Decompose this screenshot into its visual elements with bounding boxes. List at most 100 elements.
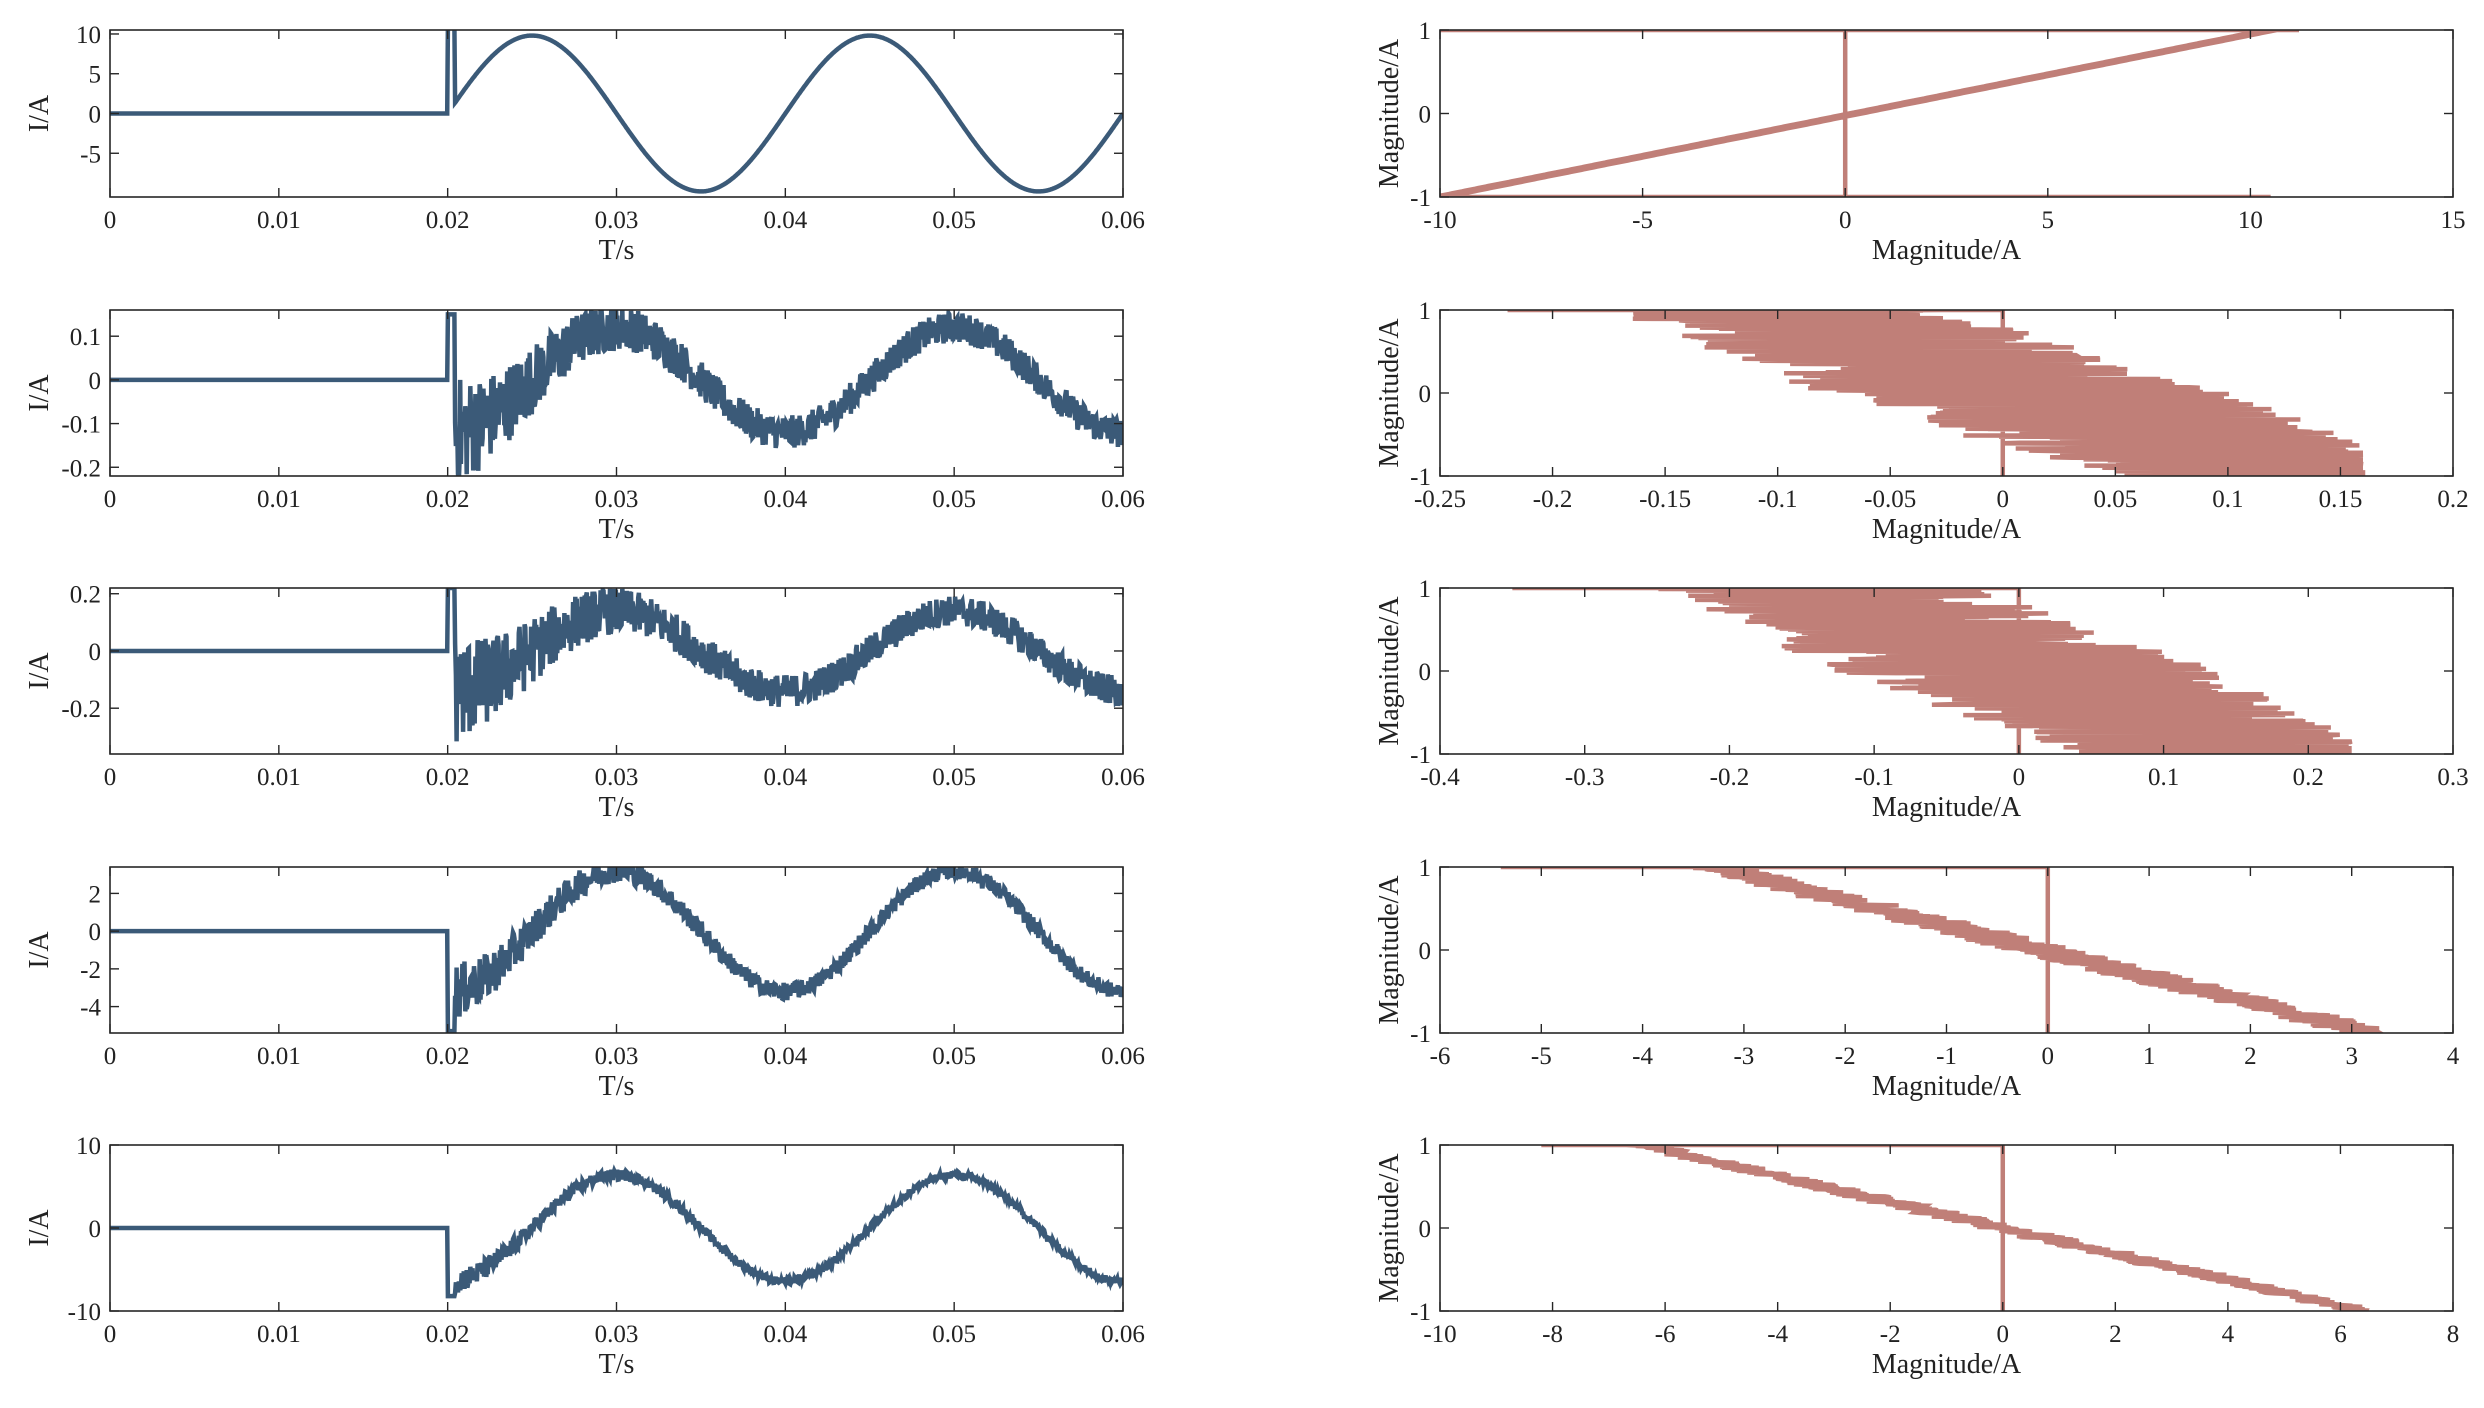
x-tick-label: -10: [1423, 1321, 1456, 1348]
axes-frame: [1439, 866, 2454, 1034]
x-tick-label: 0.01: [257, 1043, 301, 1070]
x-tick-label: -5: [1531, 1043, 1552, 1070]
phase-trace: [1507, 310, 2366, 476]
x-axis-label: Magnitude/A: [1872, 1071, 2022, 1102]
x-tick-label: -10: [1423, 207, 1456, 234]
y-tick-label: 0: [1419, 381, 1432, 408]
y-tick-label: 0: [1419, 102, 1432, 129]
y-tick-label: -1: [1410, 742, 1431, 769]
y-axis-label: Magnitude/A: [1374, 38, 1405, 188]
x-tick-label: 4: [2447, 1043, 2460, 1070]
x-tick-label: 0.05: [932, 486, 976, 513]
x-tick-label: -4: [1767, 1321, 1788, 1348]
phase-trace: [1541, 1145, 2370, 1311]
y-tick-label: 0: [1419, 938, 1432, 965]
x-tick-label: 1: [2143, 1043, 2156, 1070]
x-tick-label: 0.02: [426, 207, 470, 234]
chart-panel-4: -0.25 -0.2 -0.15 -0.1 -0.05 0 0.05 0.1 0.15 0.2 1 0…: [1374, 298, 2469, 545]
x-axis-label: Magnitude/A: [1872, 792, 2022, 823]
y-tick-label: -4: [80, 995, 101, 1022]
x-tick-label: 2: [2109, 1321, 2122, 1348]
x-tick-label: 0.1: [2148, 764, 2179, 791]
y-tick-label: 2: [89, 881, 102, 908]
y-tick-label: -0.2: [61, 455, 101, 482]
y-axis-label: I/A: [24, 931, 55, 969]
x-tick-label: 0.01: [257, 764, 301, 791]
y-tick-label: -1: [1410, 1021, 1431, 1048]
x-tick-label: 0.06: [1101, 764, 1145, 791]
x-tick-label: 0.06: [1101, 486, 1145, 513]
x-tick-label: -2: [1880, 1321, 1901, 1348]
x-tick-label: 0.02: [426, 764, 470, 791]
x-axis-label: T/s: [599, 792, 635, 823]
x-tick-label: 0.06: [1101, 207, 1145, 234]
y-tick-label: 0: [1419, 659, 1432, 686]
x-tick-label: 6: [2334, 1321, 2347, 1348]
x-tick-label: 0.02: [426, 1043, 470, 1070]
x-tick-label: 0.03: [595, 1321, 639, 1348]
x-tick-label: -0.2: [1533, 486, 1573, 513]
x-tick-label: 0: [104, 486, 117, 513]
x-tick-label: 0.05: [932, 764, 976, 791]
x-tick-label: 0: [2042, 1043, 2055, 1070]
phase-trace: [1440, 30, 2300, 197]
chart-panel-6: -0.4 -0.3 -0.2 -0.1 0 0.1 0.2 0.310-1Magnitude/…: [1374, 576, 2469, 823]
y-tick-label: 0: [89, 639, 102, 666]
x-tick-label: 0.02: [426, 486, 470, 513]
y-tick-label: 5: [89, 62, 102, 89]
x-tick-label: -0.1: [1758, 486, 1798, 513]
y-tick-label: 0: [89, 368, 102, 395]
x-tick-label: 0.02: [426, 1321, 470, 1348]
current-trace: [110, 310, 1123, 476]
x-tick-label: -4: [1632, 1043, 1653, 1070]
x-tick-label: 0: [1839, 207, 1852, 234]
y-axis-label: Magnitude/A: [1374, 318, 1405, 468]
chart-panel-8: -6 -5 -4 -3 -2 -1 0 1 2 3 410-1Magnitude/AMagnitud…: [1374, 855, 2460, 1102]
y-tick-label: -10: [68, 1299, 101, 1326]
y-tick-label: 0: [1419, 1216, 1432, 1243]
x-tick-label: -2: [1835, 1043, 1856, 1070]
x-tick-label: 0: [104, 1321, 117, 1348]
x-tick-label: 0.03: [595, 486, 639, 513]
x-tick-label: -0.4: [1420, 764, 1460, 791]
x-tick-label: 0.04: [763, 486, 807, 513]
x-tick-label: 0.3: [2437, 764, 2468, 791]
y-tick-label: -1: [1410, 1299, 1431, 1326]
x-tick-label: 2: [2244, 1043, 2257, 1070]
x-tick-label: 0.04: [763, 207, 807, 234]
y-axis-label: Magnitude/A: [1374, 875, 1405, 1025]
y-tick-label: 1: [1419, 1133, 1432, 1160]
x-tick-label: 0.05: [932, 207, 976, 234]
current-trace: [110, 588, 1123, 742]
chart-panel-10: -10 -8 -6 -4 -2 0 2 4 6 810-1Magnitude/AMagnitude…: [1374, 1133, 2459, 1380]
x-axis-label: Magnitude/A: [1872, 1349, 2022, 1380]
x-tick-label: 0.04: [763, 1043, 807, 1070]
x-tick-label: -6: [1655, 1321, 1676, 1348]
y-tick-label: -5: [80, 141, 101, 168]
y-tick-label: -2: [80, 957, 101, 984]
x-axis-label: T/s: [599, 235, 635, 266]
x-tick-label: 0.2: [2437, 486, 2468, 513]
x-tick-label: -5: [1632, 207, 1653, 234]
x-tick-label: 8: [2447, 1321, 2460, 1348]
y-tick-label: 10: [76, 22, 101, 49]
x-tick-label: 0: [2013, 764, 2026, 791]
x-tick-label: 0: [104, 1043, 117, 1070]
x-tick-label: -1: [1936, 1043, 1957, 1070]
x-axis-label: Magnitude/A: [1872, 235, 2022, 266]
x-tick-label: -0.3: [1565, 764, 1605, 791]
current-trace: [110, 1164, 1123, 1299]
y-axis-label: I/A: [24, 1209, 55, 1247]
phase-trace: [1500, 867, 2385, 1033]
x-tick-label: 0: [104, 207, 117, 234]
y-tick-label: 0: [89, 1216, 102, 1243]
axes-frame: [1439, 1144, 2454, 1312]
y-tick-label: 1: [1419, 855, 1432, 882]
x-tick-label: -0.1: [1854, 764, 1894, 791]
y-axis-label: Magnitude/A: [1374, 596, 1405, 746]
x-tick-label: 0: [1997, 1321, 2010, 1348]
x-axis-label: Magnitude/A: [1872, 514, 2022, 545]
